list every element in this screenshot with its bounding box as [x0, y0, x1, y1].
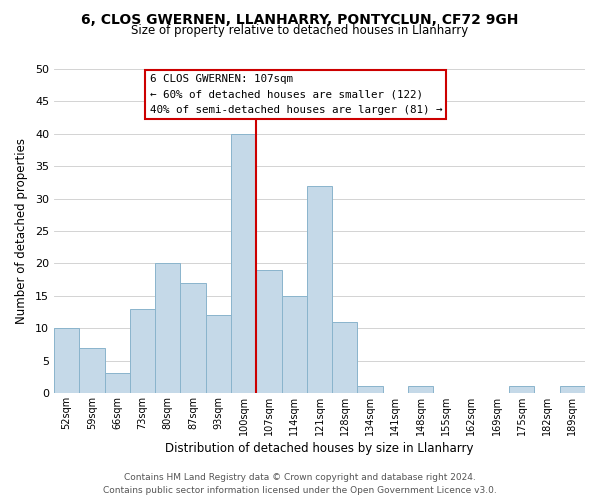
Bar	[155, 264, 181, 393]
Bar	[181, 283, 206, 393]
Text: 6 CLOS GWERNEN: 107sqm
← 60% of detached houses are smaller (122)
40% of semi-de: 6 CLOS GWERNEN: 107sqm ← 60% of detached…	[149, 74, 442, 115]
Bar	[231, 134, 256, 393]
Bar	[54, 328, 79, 393]
Bar	[560, 386, 585, 393]
Bar	[206, 315, 231, 393]
Bar	[358, 386, 383, 393]
Bar	[408, 386, 433, 393]
Bar	[130, 308, 155, 393]
X-axis label: Distribution of detached houses by size in Llanharry: Distribution of detached houses by size …	[165, 442, 474, 455]
Bar	[509, 386, 535, 393]
Bar	[332, 322, 358, 393]
Bar	[79, 348, 104, 393]
Bar	[104, 374, 130, 393]
Text: Contains HM Land Registry data © Crown copyright and database right 2024.
Contai: Contains HM Land Registry data © Crown c…	[103, 474, 497, 495]
Bar	[307, 186, 332, 393]
Text: Size of property relative to detached houses in Llanharry: Size of property relative to detached ho…	[131, 24, 469, 37]
Y-axis label: Number of detached properties: Number of detached properties	[15, 138, 28, 324]
Bar	[256, 270, 281, 393]
Bar	[281, 296, 307, 393]
Text: 6, CLOS GWERNEN, LLANHARRY, PONTYCLUN, CF72 9GH: 6, CLOS GWERNEN, LLANHARRY, PONTYCLUN, C…	[82, 12, 518, 26]
